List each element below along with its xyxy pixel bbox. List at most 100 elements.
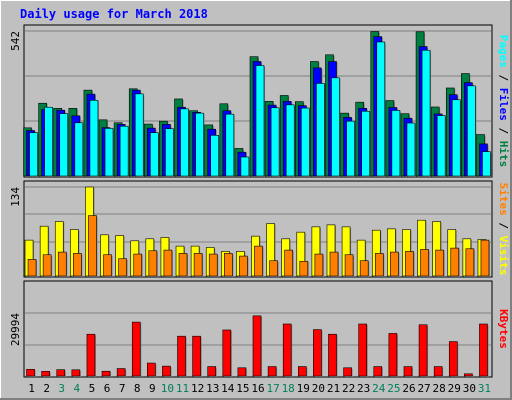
bar-sites-day-2 <box>42 254 52 277</box>
x-tick-label: 14 <box>221 382 235 395</box>
bar-pages-day-29 <box>451 99 461 177</box>
legend-sites: Sites <box>497 183 510 216</box>
x-tick-label: 27 <box>417 382 430 395</box>
bar-kbytes-day-8 <box>131 321 141 377</box>
bar-kbytes-day-2 <box>41 371 50 377</box>
bar-pages-day-21 <box>331 77 340 177</box>
bar-sites-day-24 <box>374 253 384 277</box>
bar-kbytes-day-16 <box>252 315 262 377</box>
bar-sites-day-14 <box>224 253 233 277</box>
bar-sites-day-11 <box>178 253 188 277</box>
x-tick-label: 29 <box>448 382 461 395</box>
bar-kbytes-day-13 <box>207 366 217 377</box>
panel-visits-sites: 134 Sites / Visits <box>9 180 510 278</box>
legend-separator: / <box>497 121 510 141</box>
bar-kbytes-day-30 <box>464 373 473 377</box>
bar-kbytes-day-28 <box>433 366 443 377</box>
x-tick-label: 28 <box>433 382 446 395</box>
bar-kbytes-day-12 <box>192 335 201 377</box>
bar-kbytes-day-27 <box>418 324 428 377</box>
x-tick-label: 17 <box>266 382 279 395</box>
bar-pages-day-3 <box>59 113 69 177</box>
legend-separator: / <box>497 68 510 88</box>
bar-pages-day-10 <box>165 128 174 177</box>
bar-pages-day-20 <box>316 83 325 177</box>
bar-sites-day-4 <box>73 253 82 277</box>
bar-sites-day-17 <box>269 260 278 277</box>
x-tick-label: 30 <box>463 382 476 395</box>
bar-sites-day-13 <box>208 253 218 277</box>
bar-kbytes-day-24 <box>373 366 383 377</box>
bar-kbytes-day-15 <box>237 367 247 377</box>
x-tick-label: 20 <box>312 382 325 395</box>
bar-pages-day-19 <box>300 107 310 177</box>
x-tick-label: 24 <box>372 382 386 395</box>
x-tick-label: 26 <box>402 382 415 395</box>
bar-pages-day-30 <box>467 85 476 177</box>
bar-sites-day-9 <box>148 250 158 277</box>
bar-pages-day-5 <box>89 99 99 177</box>
side-legend: Pages / Files / Hits <box>497 35 510 168</box>
legend-separator: / <box>497 216 510 236</box>
x-tick-label: 18 <box>282 382 295 395</box>
y-tick-label: 542 <box>9 31 22 51</box>
x-tick-label: 13 <box>206 382 219 395</box>
bar-pages-day-9 <box>150 132 159 177</box>
bar-pages-day-26 <box>406 122 416 177</box>
x-tick-label: 4 <box>74 382 81 395</box>
bar-kbytes-day-23 <box>358 323 367 377</box>
bar-sites-day-12 <box>193 253 203 277</box>
x-tick-label: 5 <box>89 382 96 395</box>
y-tick-label: 29994 <box>9 313 22 346</box>
bar-kbytes-day-3 <box>56 369 66 377</box>
bar-kbytes-day-7 <box>116 368 126 377</box>
bar-kbytes-day-20 <box>313 329 322 377</box>
x-tick-label: 23 <box>357 382 370 395</box>
x-tick-label: 21 <box>327 382 340 395</box>
bar-pages-day-28 <box>436 115 446 177</box>
bar-pages-day-6 <box>104 128 114 177</box>
bar-sites-day-5 <box>88 215 97 277</box>
bar-kbytes-day-11 <box>177 335 186 377</box>
bar-pages-day-15 <box>240 156 250 177</box>
legend-pages: Pages <box>497 35 510 68</box>
bar-sites-day-22 <box>344 254 354 277</box>
x-tick-label: 6 <box>104 382 111 395</box>
bar-sites-day-7 <box>118 258 127 277</box>
bar-sites-day-31 <box>480 239 490 277</box>
bar-kbytes-day-29 <box>448 341 458 377</box>
bar-sites-day-30 <box>465 248 475 277</box>
bar-sites-day-15 <box>239 255 248 277</box>
bar-sites-day-18 <box>284 249 293 277</box>
side-legend: Sites / Visits <box>497 183 510 276</box>
x-tick-label: 2 <box>43 382 50 395</box>
bar-kbytes-day-21 <box>328 333 337 377</box>
bar-sites-day-26 <box>405 251 414 277</box>
bar-pages-day-1 <box>29 132 38 177</box>
x-tick-label: 31 <box>478 382 491 395</box>
x-tick-label: 16 <box>251 382 264 395</box>
bar-kbytes-day-9 <box>147 362 156 377</box>
bar-pages-day-31 <box>482 151 491 177</box>
legend-visits: Visits <box>497 236 510 276</box>
bar-kbytes-day-26 <box>403 366 413 377</box>
x-tick-label: 25 <box>387 382 400 395</box>
bar-kbytes-day-17 <box>267 366 277 377</box>
x-tick-label: 11 <box>176 382 189 395</box>
panel-hits-files-pages: 542 Pages / Files / Hits <box>9 24 510 178</box>
panel-kbytes: 29994 KBytes <box>9 280 510 378</box>
bar-sites-day-10 <box>163 249 173 277</box>
bar-kbytes-day-10 <box>162 365 171 377</box>
x-tick-label: 9 <box>149 382 156 395</box>
bar-pages-day-25 <box>391 110 401 177</box>
bar-sites-day-29 <box>450 247 460 277</box>
bar-pages-day-12 <box>195 112 204 177</box>
bar-kbytes-day-1 <box>26 369 35 377</box>
x-tick-label: 7 <box>119 382 126 395</box>
bar-pages-day-16 <box>255 65 265 177</box>
side-legend: KBytes <box>497 309 510 349</box>
legend-files: Files <box>497 88 510 121</box>
